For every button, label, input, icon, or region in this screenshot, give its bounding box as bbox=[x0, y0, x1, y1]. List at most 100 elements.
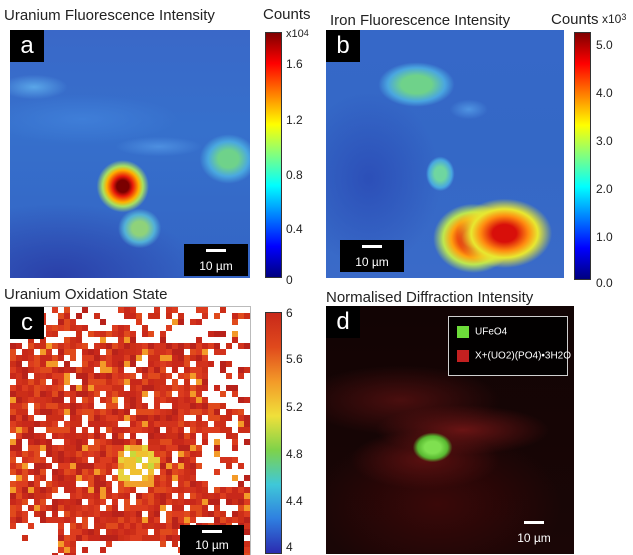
oxidation-pixel bbox=[46, 493, 52, 499]
oxidation-pixel bbox=[226, 385, 232, 391]
oxidation-pixel bbox=[136, 505, 142, 511]
panel-d-title: Normalised Diffraction Intensity bbox=[326, 289, 534, 306]
oxidation-pixel bbox=[202, 367, 208, 373]
oxidation-pixel bbox=[58, 505, 64, 511]
oxidation-pixel bbox=[46, 481, 52, 487]
oxidation-pixel bbox=[34, 505, 40, 511]
oxidation-pixel bbox=[214, 451, 220, 457]
oxidation-pixel bbox=[130, 307, 136, 313]
oxidation-pixel bbox=[76, 457, 82, 463]
oxidation-pixel bbox=[154, 427, 160, 433]
oxidation-pixel bbox=[178, 415, 184, 421]
oxidation-pixel bbox=[112, 535, 118, 541]
panel-c-tick: 4.8 bbox=[286, 447, 303, 461]
panel-b-tick: 5.0 bbox=[596, 38, 613, 52]
oxidation-pixel bbox=[178, 463, 184, 469]
oxidation-pixel bbox=[40, 511, 46, 517]
oxidation-pixel bbox=[124, 355, 130, 361]
oxidation-pixel bbox=[238, 409, 244, 415]
oxidation-pixel bbox=[10, 499, 16, 505]
oxidation-pixel bbox=[94, 505, 100, 511]
oxidation-pixel bbox=[112, 325, 118, 331]
oxidation-pixel bbox=[142, 343, 148, 349]
oxidation-pixel bbox=[106, 349, 112, 355]
oxidation-pixel bbox=[208, 343, 214, 349]
oxidation-pixel bbox=[10, 355, 16, 361]
oxidation-pixel bbox=[28, 385, 34, 391]
oxidation-pixel bbox=[202, 349, 208, 355]
oxidation-pixel bbox=[220, 391, 226, 397]
oxidation-pixel bbox=[238, 463, 244, 469]
oxidation-pixel bbox=[34, 385, 40, 391]
oxidation-pixel bbox=[196, 361, 202, 367]
oxidation-pixel bbox=[16, 463, 22, 469]
oxidation-pixel bbox=[154, 451, 160, 457]
oxidation-pixel bbox=[232, 337, 238, 343]
oxidation-pixel bbox=[88, 415, 94, 421]
oxidation-pixel bbox=[220, 403, 226, 409]
oxidation-pixel bbox=[160, 463, 166, 469]
oxidation-pixel bbox=[16, 493, 22, 499]
oxidation-pixel bbox=[10, 409, 16, 415]
oxidation-pixel bbox=[166, 343, 172, 349]
oxidation-pixel bbox=[112, 397, 118, 403]
oxidation-pixel bbox=[196, 397, 202, 403]
oxidation-pixel bbox=[46, 517, 52, 523]
panel-a-tick: 1.2 bbox=[286, 113, 303, 127]
oxidation-pixel bbox=[196, 373, 202, 379]
panel-a-badge: a bbox=[10, 30, 44, 62]
oxidation-pixel bbox=[64, 421, 70, 427]
oxidation-pixel bbox=[88, 331, 94, 337]
oxidation-pixel bbox=[40, 391, 46, 397]
panel-a-tick: 0.4 bbox=[286, 222, 303, 236]
oxidation-pixel bbox=[142, 505, 148, 511]
oxidation-pixel bbox=[160, 433, 166, 439]
oxidation-pixel bbox=[148, 439, 154, 445]
oxidation-pixel bbox=[202, 511, 208, 517]
oxidation-pixel bbox=[226, 427, 232, 433]
oxidation-pixel bbox=[124, 463, 130, 469]
oxidation-pixel bbox=[214, 493, 220, 499]
oxidation-pixel bbox=[34, 451, 40, 457]
oxidation-pixel bbox=[226, 499, 232, 505]
oxidation-pixel bbox=[40, 469, 46, 475]
oxidation-pixel bbox=[178, 499, 184, 505]
oxidation-pixel bbox=[106, 397, 112, 403]
oxidation-pixel bbox=[58, 415, 64, 421]
oxidation-pixel bbox=[160, 499, 166, 505]
oxidation-pixel bbox=[64, 439, 70, 445]
oxidation-pixel bbox=[196, 343, 202, 349]
oxidation-pixel bbox=[124, 373, 130, 379]
oxidation-pixel bbox=[70, 481, 76, 487]
oxidation-pixel bbox=[52, 511, 58, 517]
oxidation-pixel bbox=[154, 349, 160, 355]
panel-c-scalebar: 10 µm bbox=[180, 525, 244, 555]
oxidation-pixel bbox=[70, 487, 76, 493]
oxidation-pixel bbox=[172, 367, 178, 373]
oxidation-pixel bbox=[172, 529, 178, 535]
oxidation-pixel bbox=[28, 421, 34, 427]
oxidation-pixel bbox=[232, 445, 238, 451]
oxidation-pixel bbox=[178, 439, 184, 445]
oxidation-pixel bbox=[184, 511, 190, 517]
oxidation-pixel bbox=[58, 349, 64, 355]
oxidation-pixel bbox=[100, 511, 106, 517]
oxidation-pixel bbox=[172, 415, 178, 421]
oxidation-pixel bbox=[244, 499, 250, 505]
oxidation-pixel bbox=[46, 343, 52, 349]
oxidation-pixel bbox=[220, 361, 226, 367]
oxidation-pixel bbox=[88, 493, 94, 499]
oxidation-pixel bbox=[94, 481, 100, 487]
oxidation-pixel bbox=[40, 505, 46, 511]
oxidation-pixel bbox=[130, 343, 136, 349]
oxidation-pixel bbox=[106, 493, 112, 499]
oxidation-pixel bbox=[142, 409, 148, 415]
oxidation-pixel bbox=[46, 463, 52, 469]
oxidation-pixel bbox=[22, 517, 28, 523]
oxidation-pixel bbox=[142, 475, 148, 481]
oxidation-pixel bbox=[184, 439, 190, 445]
oxidation-pixel bbox=[136, 511, 142, 517]
oxidation-pixel bbox=[58, 469, 64, 475]
oxidation-pixel bbox=[130, 481, 136, 487]
oxidation-pixel bbox=[196, 493, 202, 499]
